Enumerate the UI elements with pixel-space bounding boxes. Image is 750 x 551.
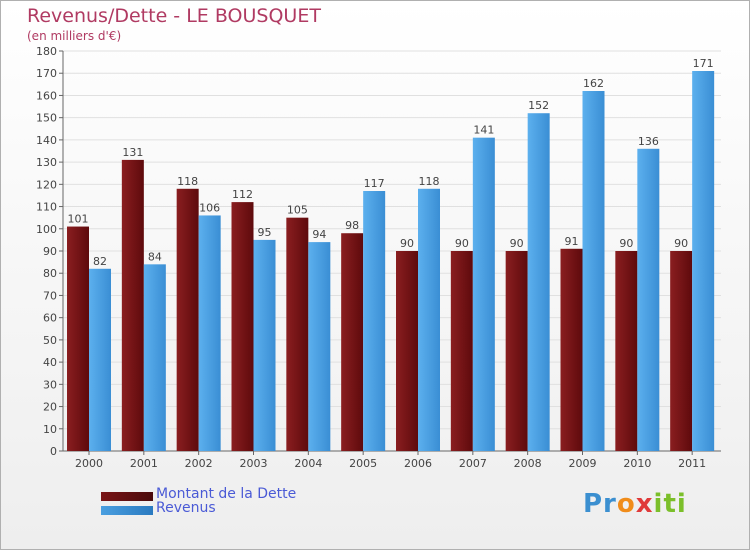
bar-dette-label: 112 xyxy=(232,188,253,201)
bar-revenus-label: 141 xyxy=(473,124,494,137)
legend-swatch-dette xyxy=(101,492,153,501)
bar-revenus-label: 162 xyxy=(583,77,604,90)
y-tick-label: 100 xyxy=(36,223,57,236)
bar-revenus xyxy=(582,91,605,451)
bar-dette xyxy=(176,188,199,451)
bar-dette xyxy=(121,159,144,451)
bar-revenus-label: 136 xyxy=(638,135,659,148)
y-tick-label: 20 xyxy=(43,401,57,414)
y-tick-label: 170 xyxy=(36,67,57,80)
chart-subtitle: (en milliers d'€) xyxy=(27,29,122,43)
bar-dette-label: 131 xyxy=(122,146,143,159)
bar-revenus xyxy=(253,239,276,451)
bar-revenus xyxy=(637,148,660,451)
bar-revenus xyxy=(472,137,495,451)
y-tick-label: 40 xyxy=(43,356,57,369)
bar-dette xyxy=(505,251,528,451)
bar-revenus xyxy=(143,264,166,451)
bar-revenus xyxy=(363,191,386,451)
bar-dette-label: 105 xyxy=(287,204,308,217)
bar-revenus-label: 84 xyxy=(148,250,162,263)
y-tick-label: 30 xyxy=(43,378,57,391)
bar-dette-label: 98 xyxy=(345,219,359,232)
x-tick-label: 2003 xyxy=(240,457,268,470)
x-tick-label: 2000 xyxy=(75,457,103,470)
x-tick-label: 2009 xyxy=(569,457,597,470)
bar-dette-label: 90 xyxy=(400,237,414,250)
bar-revenus-label: 171 xyxy=(693,57,714,70)
y-tick-label: 10 xyxy=(43,423,57,436)
bar-revenus xyxy=(527,113,550,451)
bar-dette xyxy=(396,251,418,451)
bar-dette xyxy=(286,217,309,451)
legend-label-revenus: Revenus xyxy=(156,500,216,516)
y-tick-label: 160 xyxy=(36,89,57,102)
bar-dette-label: 118 xyxy=(177,175,198,188)
x-tick-label: 2010 xyxy=(623,457,651,470)
y-tick-label: 140 xyxy=(36,134,57,147)
x-tick-label: 2002 xyxy=(185,457,213,470)
bar-revenus-label: 117 xyxy=(364,177,385,190)
bar-revenus xyxy=(198,215,221,451)
bar-revenus-label: 106 xyxy=(199,201,220,214)
legend-label-dette: Montant de la Dette xyxy=(156,486,297,502)
y-tick-label: 60 xyxy=(43,312,57,325)
x-tick-label: 2006 xyxy=(404,457,432,470)
bar-dette xyxy=(341,233,364,451)
y-tick-label: 0 xyxy=(50,445,57,458)
bar-revenus-label: 82 xyxy=(93,255,107,268)
bar-revenus xyxy=(692,71,715,451)
x-tick-label: 2011 xyxy=(678,457,706,470)
bar-dette xyxy=(231,202,254,451)
bar-revenus xyxy=(418,188,440,451)
bar-dette-label: 90 xyxy=(455,237,469,250)
x-tick-label: 2007 xyxy=(459,457,487,470)
bar-revenus-label: 95 xyxy=(258,226,272,239)
chart-title: Revenus/Dette - LE BOUSQUET xyxy=(27,5,321,27)
x-tick-label: 2005 xyxy=(349,457,377,470)
bar-revenus-label: 94 xyxy=(312,228,326,241)
y-tick-label: 150 xyxy=(36,112,57,125)
y-tick-label: 80 xyxy=(43,267,57,280)
y-tick-label: 110 xyxy=(36,201,57,214)
bar-dette-label: 101 xyxy=(68,213,89,226)
x-tick-label: 2008 xyxy=(514,457,542,470)
legend-swatch-revenus xyxy=(101,506,153,515)
x-tick-label: 2001 xyxy=(130,457,158,470)
y-tick-label: 90 xyxy=(43,245,57,258)
bar-dette xyxy=(560,248,583,451)
y-tick-label: 180 xyxy=(36,45,57,58)
bar-dette xyxy=(67,226,89,451)
y-tick-label: 70 xyxy=(43,289,57,302)
bar-revenus xyxy=(308,242,331,451)
bar-dette xyxy=(670,251,693,451)
bar-dette-label: 91 xyxy=(565,235,579,248)
bar-dette-label: 90 xyxy=(674,237,688,250)
proxiti-logo: Proxiti xyxy=(583,489,687,519)
bar-revenus xyxy=(89,268,111,451)
bar-revenus-label: 152 xyxy=(528,99,549,112)
bar-revenus-label: 118 xyxy=(419,175,440,188)
y-tick-label: 120 xyxy=(36,178,57,191)
bar-dette xyxy=(450,251,473,451)
y-tick-label: 130 xyxy=(36,156,57,169)
bar-dette xyxy=(615,251,638,451)
y-tick-label: 50 xyxy=(43,334,57,347)
x-tick-label: 2004 xyxy=(294,457,322,470)
bar-dette-label: 90 xyxy=(619,237,633,250)
bar-dette-label: 90 xyxy=(510,237,524,250)
